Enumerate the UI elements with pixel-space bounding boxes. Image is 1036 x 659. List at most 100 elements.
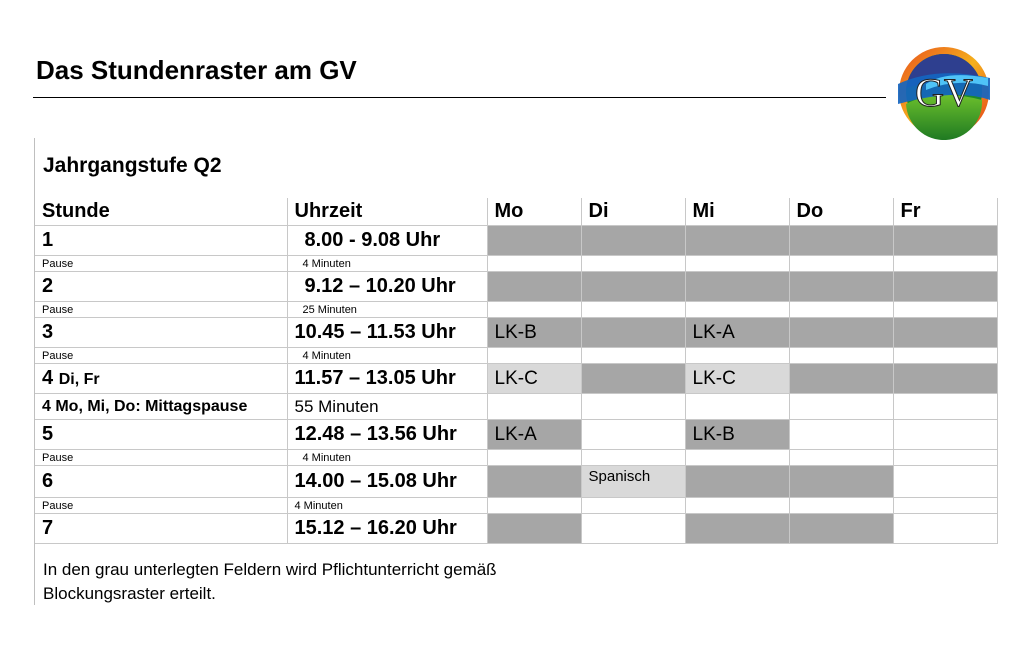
table-row: 1 8.00 - 9.08 Uhr [35, 225, 998, 256]
pause-label: Pause [35, 347, 288, 364]
slot-mo [486, 255, 582, 272]
slot-fr [892, 419, 998, 450]
pause-duration: 4 Minuten [286, 347, 488, 364]
stunde-cell: 2 [35, 271, 288, 302]
header-stunde: Stunde [35, 198, 288, 226]
pause-duration: 25 Minuten [286, 301, 488, 318]
slot-mi [684, 271, 790, 302]
slot-mi [684, 225, 790, 256]
slot-fr [892, 347, 998, 364]
slot-mi: LK-A [684, 317, 790, 348]
school-logo: GV [896, 44, 992, 141]
slot-mi [684, 347, 790, 364]
slot-mi [684, 301, 790, 318]
slot-mi [684, 497, 790, 514]
stunde-cell: 4 Di, Fr [35, 363, 288, 394]
uhrzeit-cell: 12.48 – 13.56 Uhr [286, 419, 488, 450]
table-header-row: Stunde Uhrzeit Mo Di Mi Do Fr [35, 198, 998, 226]
uhrzeit-cell: 10.45 – 11.53 Uhr [286, 317, 488, 348]
slot-mo [486, 301, 582, 318]
slot-fr [892, 449, 998, 466]
pause-label: Pause [35, 449, 288, 466]
slot-do [788, 271, 894, 302]
uhrzeit-cell: 11.57 – 13.05 Uhr [286, 363, 488, 394]
slot-di [580, 393, 686, 420]
slot-di [580, 255, 686, 272]
slot-mi: LK-C [684, 363, 790, 394]
stunde-cell: 5 [35, 419, 288, 450]
stunde-cell: 3 [35, 317, 288, 348]
uhrzeit-cell: 9.12 – 10.20 Uhr [286, 271, 488, 302]
slot-fr [892, 301, 998, 318]
slot-do [788, 419, 894, 450]
slot-mi [684, 393, 790, 420]
mittagspause-label: 4 Mo, Mi, Do: Mittagspause [35, 393, 288, 420]
table-row: 2 9.12 – 10.20 Uhr [35, 271, 998, 302]
uhrzeit-cell: 14.00 – 15.08 Uhr [286, 465, 488, 498]
frame-left-border [34, 138, 35, 605]
slot-di [580, 419, 686, 450]
slot-fr [892, 513, 998, 544]
header-mi: Mi [684, 198, 790, 226]
slot-mi [684, 255, 790, 272]
slot-do [788, 363, 894, 394]
slot-di [580, 271, 686, 302]
uhrzeit-cell: 15.12 – 16.20 Uhr [286, 513, 488, 544]
slot-fr [892, 225, 998, 256]
pause-label: Pause [35, 497, 288, 514]
slot-do [788, 497, 894, 514]
slot-do [788, 465, 894, 498]
pause-label: Pause [35, 255, 288, 272]
slot-do [788, 255, 894, 272]
slot-fr [892, 393, 998, 420]
header-mo: Mo [486, 198, 582, 226]
slot-di [580, 317, 686, 348]
pause-label: Pause [35, 301, 288, 318]
table-row: 4 Di, Fr 11.57 – 13.05 Uhr LK-C LK-C [35, 363, 998, 394]
slot-mi [684, 465, 790, 498]
header-di: Di [580, 198, 686, 226]
slot-do [788, 449, 894, 466]
slot-mo [486, 393, 582, 420]
stunde-cell: 6 [35, 465, 288, 498]
table-row: 7 15.12 – 16.20 Uhr [35, 513, 998, 544]
footnote-line: Blockungsraster erteilt. [43, 584, 216, 603]
pause-duration: 4 Minuten [286, 255, 488, 272]
header-uhrzeit: Uhrzeit [286, 198, 488, 226]
slot-do [788, 317, 894, 348]
slot-di [580, 497, 686, 514]
slot-fr [892, 317, 998, 348]
table-row: Pause 4 Minuten [35, 255, 998, 272]
slot-di [580, 347, 686, 364]
slot-mi [684, 513, 790, 544]
pause-duration: 4 Minuten [286, 449, 488, 466]
slot-do [788, 393, 894, 420]
slot-do [788, 301, 894, 318]
slot-di [580, 363, 686, 394]
table-row: Pause 25 Minuten [35, 301, 998, 318]
slot-fr [892, 271, 998, 302]
title-underline [33, 97, 886, 98]
slot-di [580, 449, 686, 466]
pause-duration: 4 Minuten [286, 497, 488, 514]
slot-mo [486, 465, 582, 498]
slot-mo: LK-A [486, 419, 582, 450]
section-heading: Jahrgangstufe Q2 [43, 154, 222, 177]
stunde-cell: 7 [35, 513, 288, 544]
slot-mo: LK-B [486, 317, 582, 348]
slot-mi: LK-B [684, 419, 790, 450]
page-title: Das Stundenraster am GV [36, 55, 357, 85]
slot-mo [486, 497, 582, 514]
slot-mo [486, 513, 582, 544]
slot-fr [892, 255, 998, 272]
table-row: 6 14.00 – 15.08 Uhr Spanisch [35, 465, 998, 498]
slot-fr [892, 465, 998, 498]
gv-logo-icon: GV [898, 47, 990, 141]
slot-di [580, 513, 686, 544]
table-row: 5 12.48 – 13.56 Uhr LK-A LK-B [35, 419, 998, 450]
slot-di: Spanisch [580, 465, 686, 498]
slot-mo [486, 449, 582, 466]
slot-do [788, 513, 894, 544]
svg-text:GV: GV [915, 70, 973, 115]
table-row: 3 10.45 – 11.53 Uhr LK-B LK-A [35, 317, 998, 348]
